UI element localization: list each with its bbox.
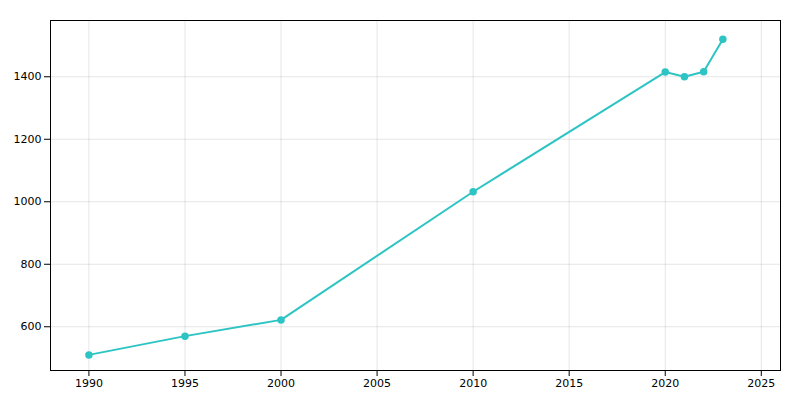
svg-text:2010: 2010 bbox=[459, 377, 487, 390]
svg-text:1400: 1400 bbox=[14, 70, 42, 83]
svg-text:600: 600 bbox=[21, 320, 42, 333]
svg-text:2005: 2005 bbox=[363, 377, 391, 390]
svg-text:2015: 2015 bbox=[555, 377, 583, 390]
svg-text:2020: 2020 bbox=[651, 377, 679, 390]
svg-text:1995: 1995 bbox=[171, 377, 199, 390]
svg-text:800: 800 bbox=[21, 258, 42, 271]
svg-text:2000: 2000 bbox=[267, 377, 295, 390]
svg-text:2025: 2025 bbox=[747, 377, 775, 390]
svg-text:1000: 1000 bbox=[14, 195, 42, 208]
svg-text:1200: 1200 bbox=[14, 133, 42, 146]
svg-text:1990: 1990 bbox=[75, 377, 103, 390]
